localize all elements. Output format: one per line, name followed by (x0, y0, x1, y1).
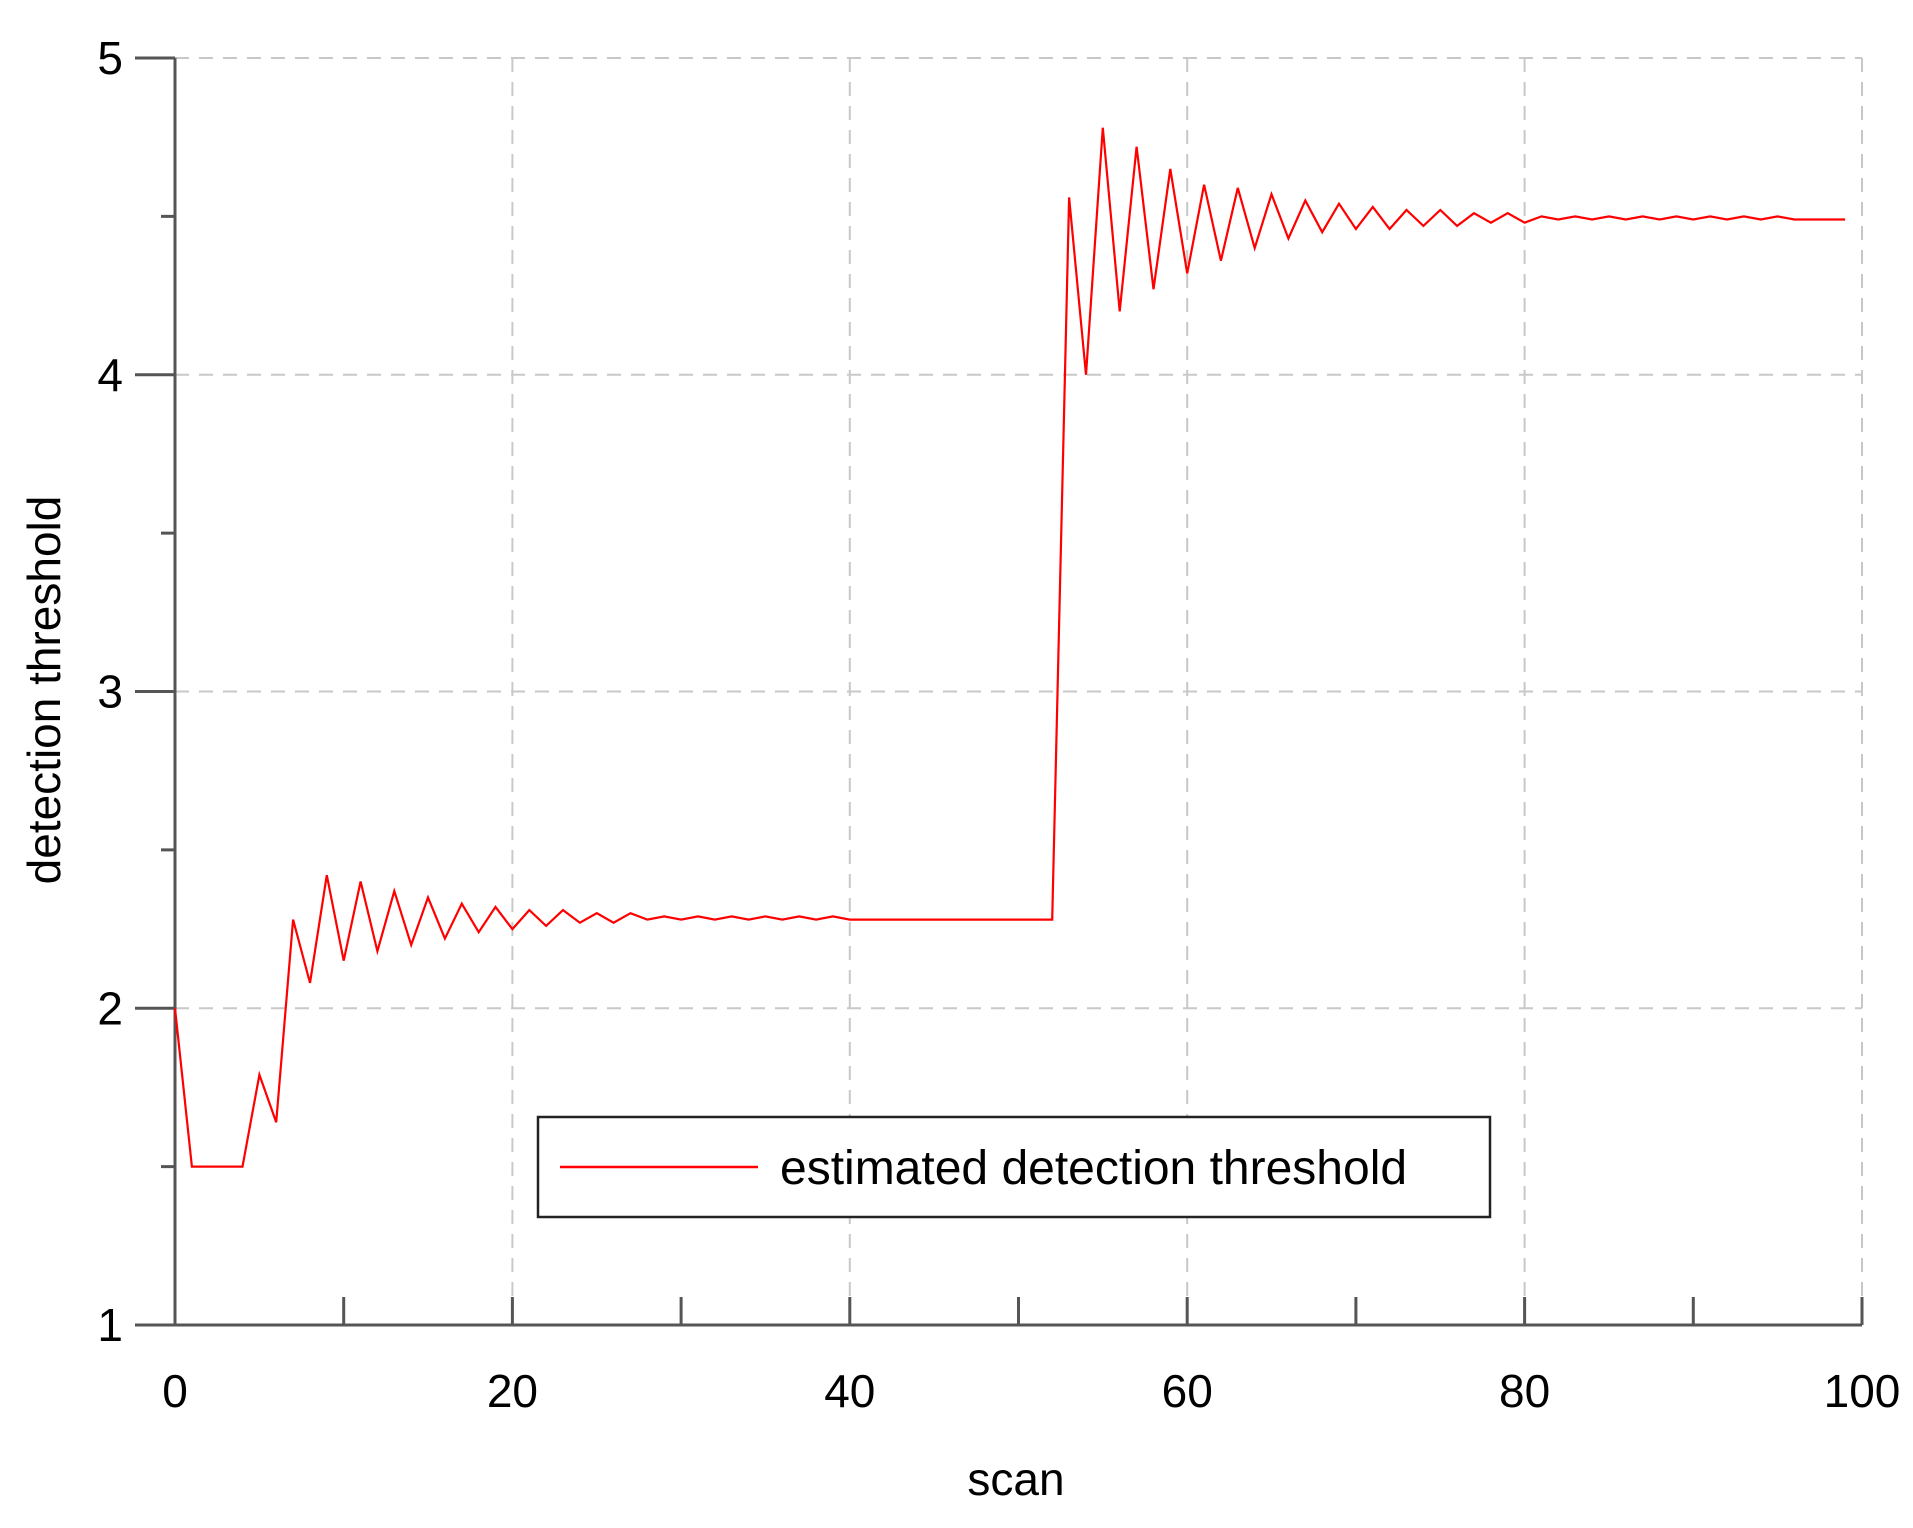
series-layer (173, 127, 1846, 1168)
y-tick-label: 4 (97, 349, 123, 401)
x-tick-label: 20 (487, 1365, 538, 1417)
series-line-estimated-detection-threshold (173, 127, 1846, 1168)
legend-label: estimated detection threshold (780, 1142, 1407, 1195)
x-tick-label: 0 (162, 1365, 188, 1417)
legend: estimated detection threshold (536, 1115, 1492, 1219)
y-tick-label: 2 (97, 982, 123, 1034)
y-tick-label: 3 (97, 666, 123, 718)
x-tick-label: 40 (824, 1365, 875, 1417)
grid-lines (175, 57, 1863, 1325)
x-tick-label: 80 (1499, 1365, 1550, 1417)
x-axis-title: scan (967, 1453, 1064, 1505)
tick-labels: 1 2 3 4 5 0 20 40 60 80 100 (97, 32, 1900, 1417)
axes (135, 56, 1864, 1327)
y-tick-label: 5 (97, 32, 123, 84)
x-tick-label: 60 (1162, 1365, 1213, 1417)
y-tick-label: 1 (97, 1299, 123, 1351)
x-tick-label: 100 (1824, 1365, 1901, 1417)
y-axis-title: detection threshold (18, 496, 70, 885)
